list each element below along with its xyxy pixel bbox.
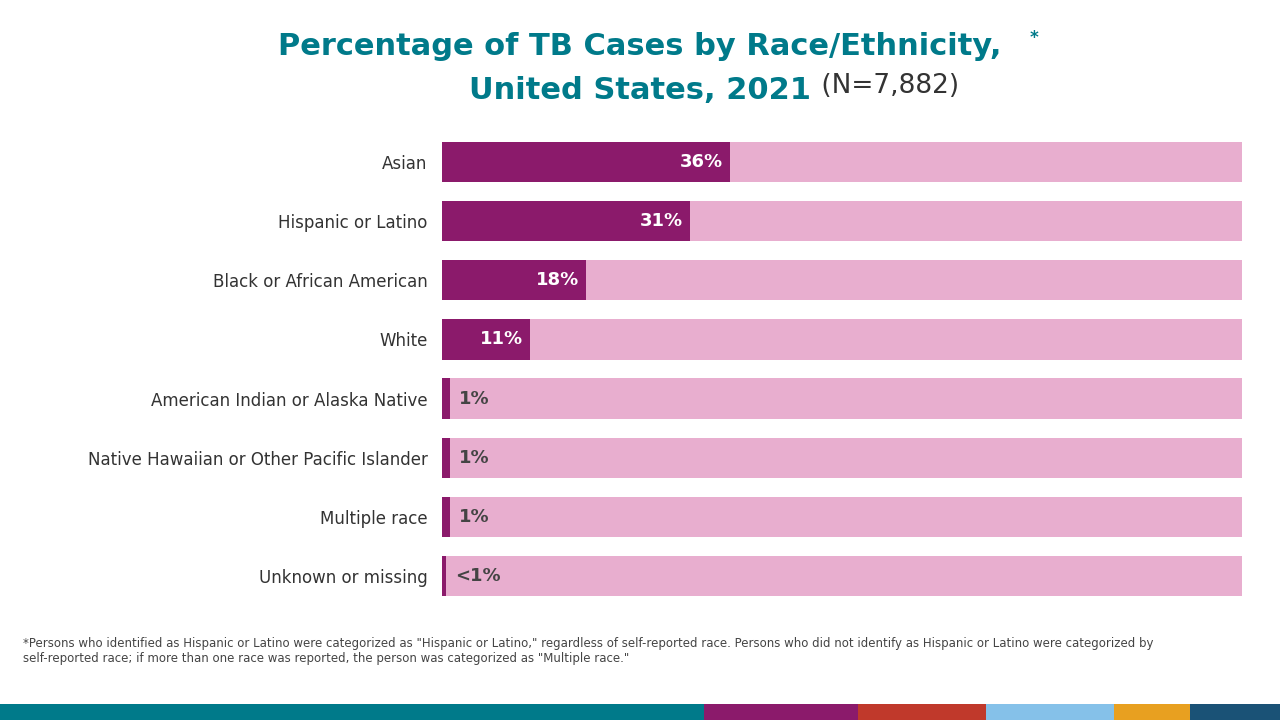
Text: 1%: 1% — [460, 390, 490, 408]
Bar — [442, 438, 449, 478]
Bar — [442, 320, 530, 359]
Bar — [442, 260, 1242, 300]
Bar — [442, 379, 1242, 418]
Bar — [442, 201, 690, 241]
Bar — [442, 260, 585, 300]
Bar — [442, 497, 1242, 537]
Bar — [986, 704, 1114, 720]
Bar — [1190, 704, 1280, 720]
Bar — [442, 497, 449, 537]
Bar — [442, 379, 449, 418]
Text: <1%: <1% — [456, 567, 500, 585]
Bar — [704, 704, 858, 720]
Text: United States, 2021: United States, 2021 — [468, 76, 812, 104]
Text: 31%: 31% — [640, 212, 684, 230]
Bar — [0, 704, 704, 720]
Bar — [442, 320, 1242, 359]
Text: 1%: 1% — [460, 449, 490, 467]
Text: 18%: 18% — [536, 271, 579, 289]
Text: 1%: 1% — [460, 508, 490, 526]
Bar — [442, 201, 1242, 241]
Text: *: * — [1029, 29, 1038, 47]
Text: *Persons who identified as Hispanic or Latino were categorized as "Hispanic or L: *Persons who identified as Hispanic or L… — [23, 637, 1153, 665]
Text: (N=7,882): (N=7,882) — [813, 73, 959, 99]
Bar — [442, 556, 1242, 596]
Bar — [442, 556, 445, 596]
Bar — [1114, 704, 1190, 720]
Bar — [442, 438, 1242, 478]
Bar — [442, 142, 1242, 182]
Text: 11%: 11% — [480, 330, 524, 348]
Bar — [858, 704, 986, 720]
Bar — [442, 142, 730, 182]
Text: 36%: 36% — [680, 153, 723, 171]
Text: Percentage of TB Cases by Race/Ethnicity,: Percentage of TB Cases by Race/Ethnicity… — [278, 32, 1002, 61]
